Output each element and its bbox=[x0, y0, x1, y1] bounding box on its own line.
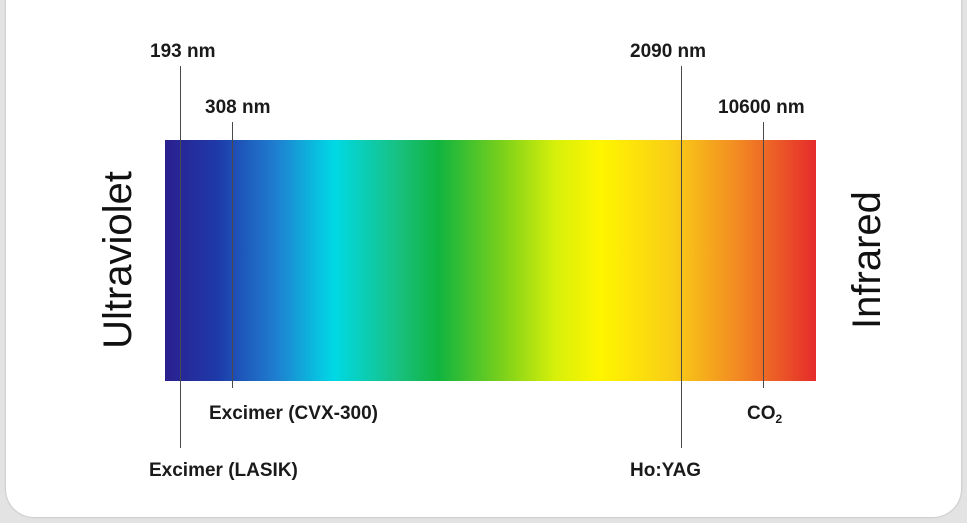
wavelength-label-2090: 2090 nm bbox=[630, 41, 707, 62]
wavelength-label-193: 193 nm bbox=[150, 41, 216, 62]
laser-label-excimer-cvx: Excimer (CVX-300) bbox=[209, 403, 378, 424]
side-label-infrared: Infrared bbox=[845, 191, 889, 329]
wavelength-label-308: 308 nm bbox=[205, 97, 271, 118]
marker-line-2090 bbox=[681, 66, 682, 448]
co2-subscript: 2 bbox=[775, 412, 783, 426]
spectrum-gradient-bar bbox=[165, 140, 816, 381]
laser-label-excimer-lasik: Excimer (LASIK) bbox=[149, 460, 298, 481]
laser-label-hoyag: Ho:YAG bbox=[630, 460, 702, 481]
marker-line-308 bbox=[232, 122, 233, 388]
wavelength-label-10600: 10600 nm bbox=[718, 97, 805, 118]
laser-label-co2: CO2 bbox=[747, 403, 782, 430]
co2-text: CO bbox=[747, 403, 776, 424]
marker-line-193 bbox=[180, 66, 181, 448]
marker-line-10600 bbox=[763, 122, 764, 388]
side-label-ultraviolet: Ultraviolet bbox=[96, 171, 140, 349]
